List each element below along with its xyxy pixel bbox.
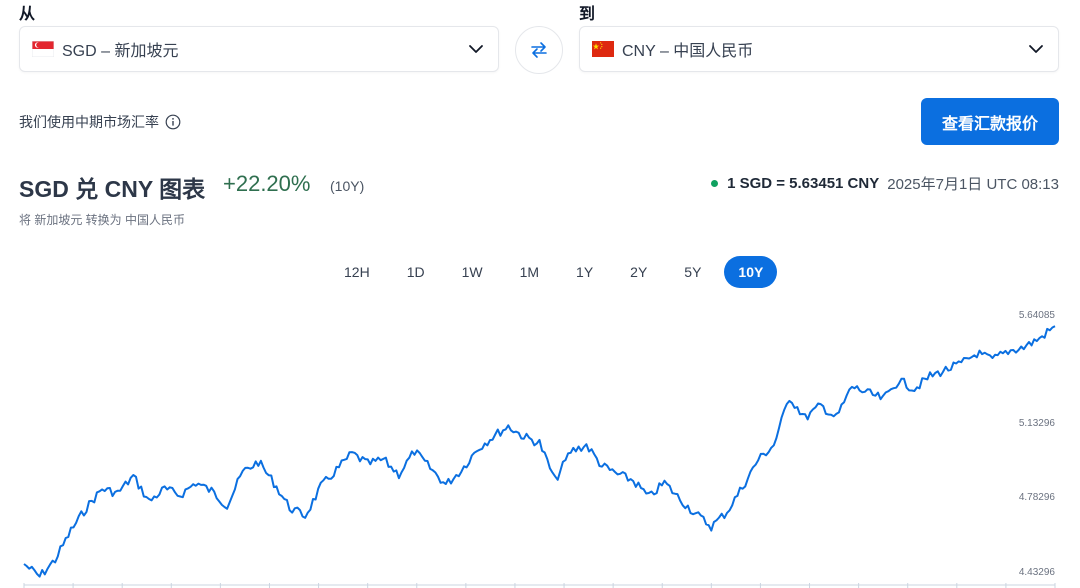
rate-series-line (23, 325, 1056, 578)
view-quote-button[interactable]: 查看汇款报价 (921, 98, 1059, 145)
to-label: 到 (579, 6, 596, 23)
chart-subtitle: 将 新加坡元 转换为 中国人民币 (19, 213, 186, 227)
y-tick-label: 4.78296 (1019, 492, 1056, 503)
y-tick-label: 4.43296 (1019, 567, 1056, 578)
chevron-down-icon (469, 45, 483, 53)
live-status-dot (711, 180, 719, 187)
current-rate: 1 SGD = 5.63451 CNY 2025年7月1日 UTC 08:13 (711, 173, 1059, 194)
info-icon[interactable] (165, 114, 181, 130)
y-tick-label: 5.13296 (1019, 418, 1056, 429)
from-label: 从 (19, 6, 36, 23)
swap-currencies-button[interactable] (515, 26, 563, 74)
singapore-flag-icon (32, 41, 54, 57)
tab-1m[interactable]: 1M (519, 264, 540, 280)
swap-arrows-icon (531, 42, 547, 58)
to-currency-select[interactable]: CNY – 中国人民币 (579, 26, 1059, 72)
to-currency-value: CNY – 中国人民币 (622, 43, 754, 60)
y-tick-label: 5.64085 (1019, 310, 1056, 321)
period-tabs: 12H 1D 1W 1M 1Y 2Y 5Y 10Y (330, 256, 786, 288)
tab-1d[interactable]: 1D (406, 264, 425, 280)
tab-2y[interactable]: 2Y (630, 264, 648, 280)
tab-5y[interactable]: 5Y (684, 264, 702, 280)
midmarket-rate-text: 我们使用中期市场汇率 (19, 114, 159, 130)
change-percent: +22.20% (223, 171, 311, 196)
tab-10y[interactable]: 10Y (724, 256, 778, 288)
china-flag-icon (592, 41, 614, 57)
tab-1y[interactable]: 1Y (576, 264, 594, 280)
midmarket-rate-note: 我们使用中期市场汇率 (19, 112, 181, 132)
tab-1w[interactable]: 1W (461, 264, 483, 280)
from-currency-select[interactable]: SGD – 新加坡元 (19, 26, 499, 72)
change-period: (10Y) (330, 178, 365, 194)
from-currency-value: SGD – 新加坡元 (62, 43, 179, 60)
rate-value: 1 SGD = 5.63451 CNY (727, 175, 880, 192)
chart-title: SGD 兑 CNY 图表 (19, 176, 206, 202)
chevron-down-icon (1029, 45, 1043, 53)
rate-timestamp: 2025年7月1日 UTC 08:13 (887, 176, 1059, 193)
tab-12h[interactable]: 12H (344, 264, 370, 280)
rate-chart[interactable]: 5.64085 5.13296 4.78296 4.43296 (0, 300, 1080, 588)
